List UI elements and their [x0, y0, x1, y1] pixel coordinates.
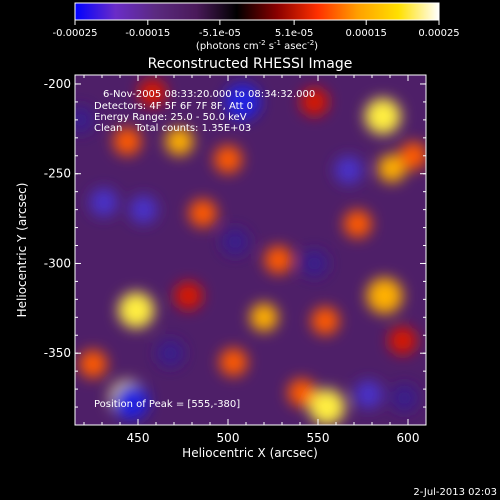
heatmap-blob: [250, 303, 278, 332]
colorbar: [74, 2, 440, 21]
x-tick-label: 450: [127, 431, 150, 445]
footer-date: 2-Jul-2013 02:03: [413, 487, 497, 498]
y-tick-label: -350: [44, 346, 71, 360]
heatmap-blob: [89, 188, 118, 217]
heatmap-blob: [174, 281, 203, 310]
heatmap-blob: [334, 156, 363, 185]
heatmap-blob: [399, 141, 426, 170]
chart-title: Reconstructed RHESSI Image: [148, 56, 353, 72]
heatmap-blob: [221, 227, 250, 256]
y-axis-label: Heliocentric Y (arcsec): [15, 183, 29, 318]
annotation-clean: Clean Total counts: 1.35E+03: [94, 123, 251, 134]
colorbar-tick-label: -0.00025: [53, 28, 98, 39]
heatmap-blob: [224, 83, 261, 120]
heatmap-blob: [165, 127, 194, 156]
heatmap-blob: [118, 292, 155, 329]
heatmap-blob: [79, 349, 107, 378]
heatmap-blob: [366, 277, 403, 314]
annotation-energy: Energy Range: 25.0 - 50.0 keV: [94, 112, 247, 123]
colorbar-tick-label: 5.1e-05: [275, 28, 313, 39]
heatmap-blob: [264, 245, 293, 274]
heatmap-blob: [343, 209, 372, 238]
heatmap-blob: [214, 145, 242, 174]
heatmap-blob: [377, 154, 406, 183]
heatmap-blob: [156, 339, 185, 368]
x-tick-label: 500: [217, 431, 240, 445]
annotation-detectors: Detectors: 4F 5F 6F 7F 8F, Att 0: [94, 101, 253, 112]
heatmap-blob: [75, 105, 95, 134]
heatmap-blob: [287, 378, 316, 407]
x-tick-label: 600: [397, 431, 420, 445]
axis-ticks: 450 500 550 600 -200 -250 -300 -350: [44, 75, 427, 445]
heatmap-blobs: [75, 78, 426, 425]
y-tick-label: -250: [44, 167, 71, 181]
heatmap-blob: [129, 195, 158, 224]
colorbar-tick-label: -5.1e-05: [199, 28, 241, 39]
plot-frame: [74, 74, 427, 426]
heatmap-blob: [354, 380, 383, 409]
heatmap-blob: [219, 348, 248, 377]
colorbar-tick-label: 0.00025: [418, 28, 459, 39]
y-tick-label: -300: [44, 256, 71, 270]
annotation-peak: Position of Peak = [555,-380]: [94, 399, 240, 410]
heatmap-blob: [309, 389, 345, 425]
colorbar-tick-label: 0.00015: [346, 28, 387, 39]
colorbar-tick-label: -0.00015: [125, 28, 170, 39]
heatmap-blob: [112, 383, 149, 420]
heatmap-blob: [300, 87, 329, 116]
heatmap-blob: [300, 249, 329, 278]
heatmap-blob: [388, 326, 417, 355]
x-axis-label: Heliocentric X (arcsec): [182, 446, 318, 460]
colorbar-ticks: -0.00025 -0.00015 -5.1e-05 5.1e-05 0.00015 0.…: [53, 20, 460, 39]
colorbar-units-label: (photons cm-2 s-1 asec-2): [196, 39, 318, 52]
heatmap-blob: [138, 78, 167, 107]
heatmap-blob: [364, 98, 401, 135]
heatmap-blob: [390, 384, 419, 413]
annotation-time: 6-Nov-2005 08:33:20.000 to 08:34:32.000: [103, 89, 315, 100]
x-tick-label: 550: [307, 431, 330, 445]
heatmap-blob: [188, 199, 217, 228]
y-tick-label: -200: [44, 77, 71, 91]
heatmap-blob: [113, 127, 142, 156]
heatmap-blob: [311, 306, 340, 335]
